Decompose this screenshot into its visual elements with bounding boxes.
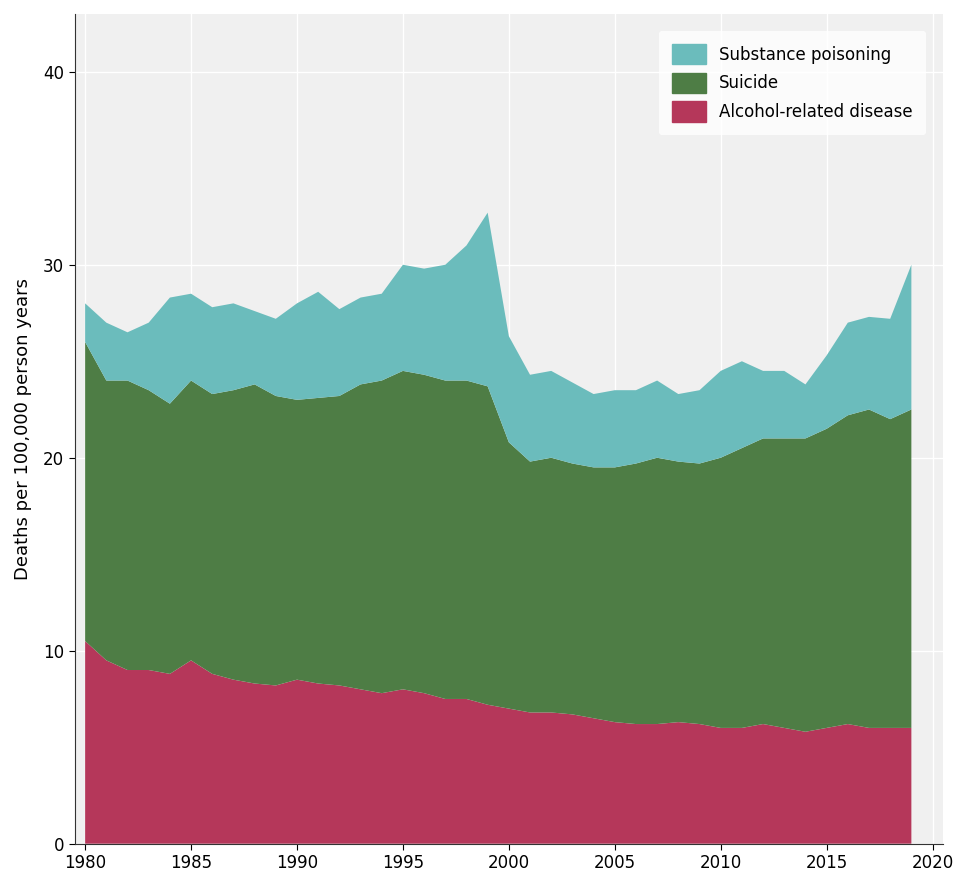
Y-axis label: Deaths per 100,000 person years: Deaths per 100,000 person years (14, 278, 32, 579)
Legend: Substance poisoning, Suicide, Alcohol-related disease: Substance poisoning, Suicide, Alcohol-re… (659, 30, 926, 135)
